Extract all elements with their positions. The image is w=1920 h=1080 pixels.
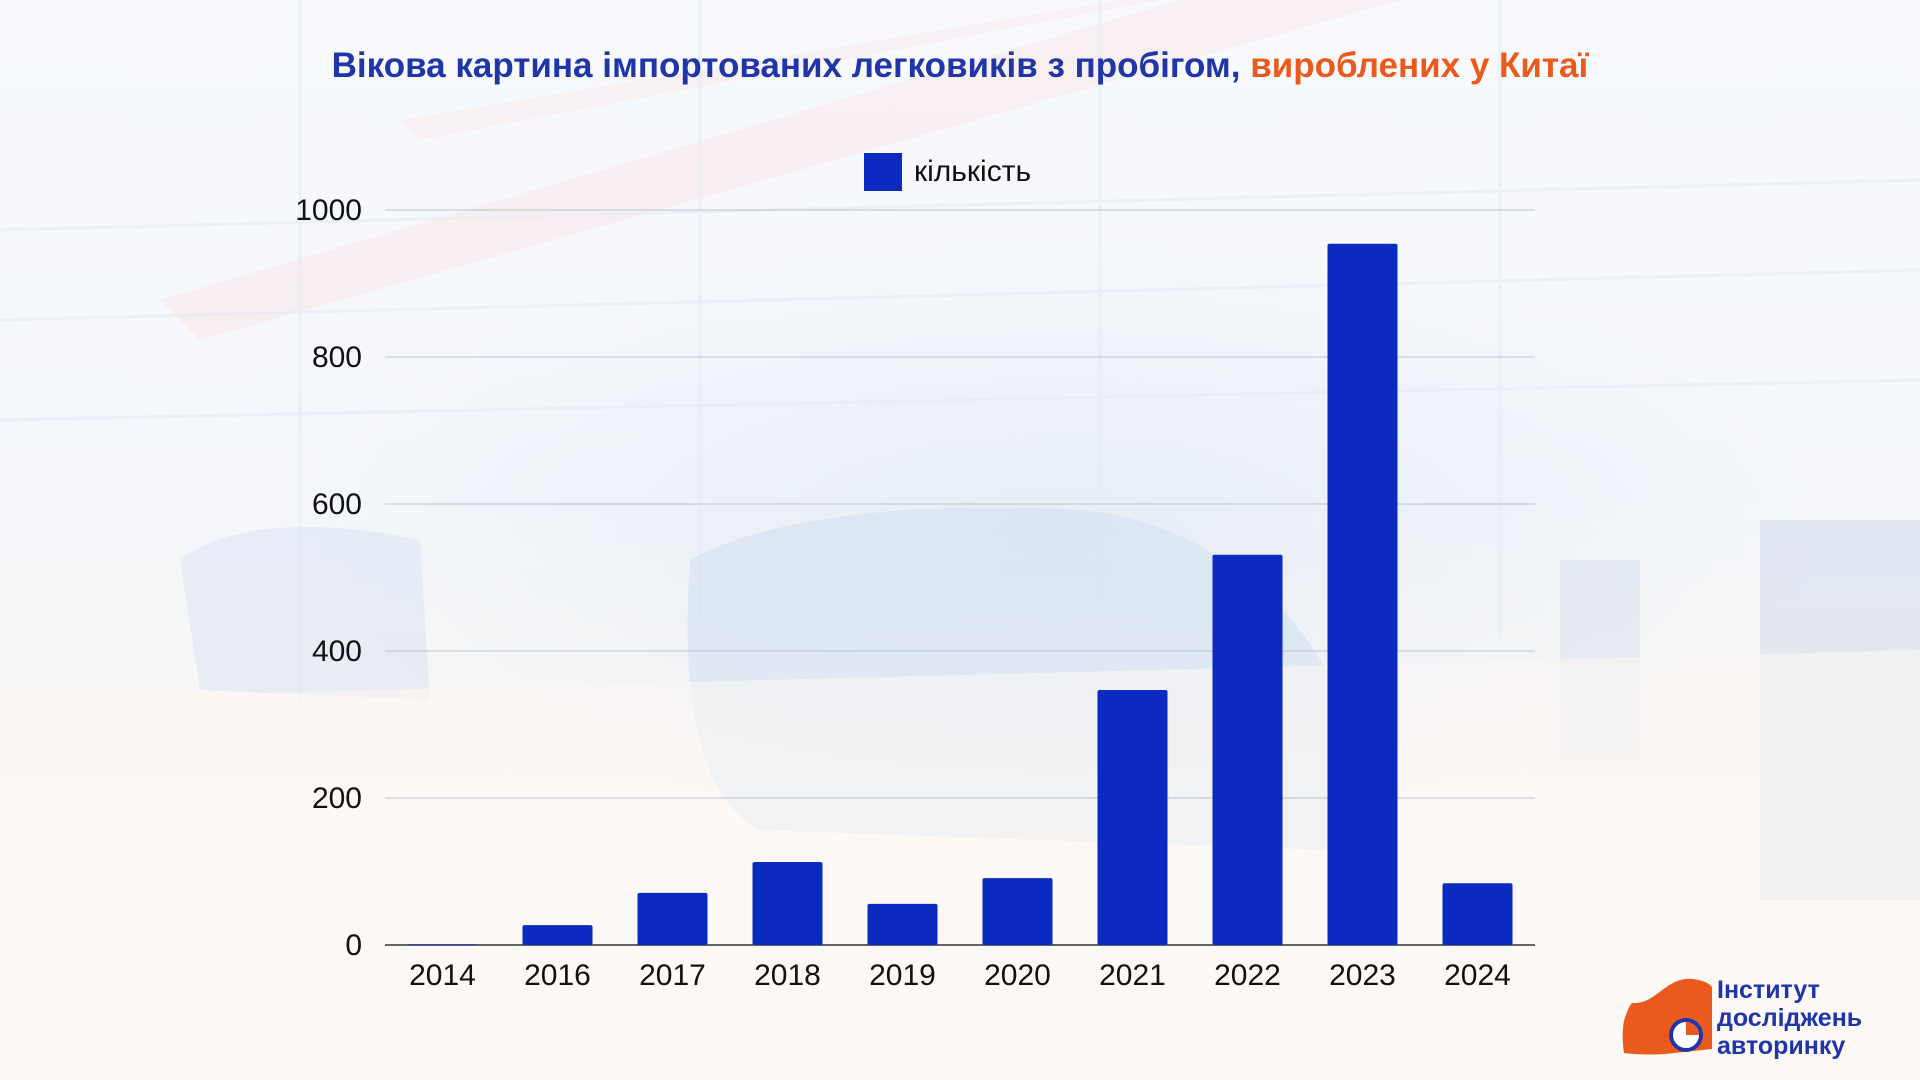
logo-text: Інститут досліджень авторинку [1717, 976, 1862, 1060]
logo-line-1: Інститут [1717, 976, 1820, 1004]
title-accent: вироблених у Китаї [1250, 46, 1589, 85]
bar-2019 [867, 903, 938, 945]
y-tick-label: 600 [312, 488, 362, 521]
logo-line-2: досліджень [1717, 1004, 1863, 1032]
title-main: Вікова картина імпортованих легковиків з… [331, 46, 1251, 85]
institute-logo [1622, 978, 1712, 1055]
bar-2018 [752, 861, 823, 945]
x-tick-label: 2020 [984, 959, 1051, 992]
x-tick-label: 2024 [1444, 959, 1511, 992]
x-tick-label: 2023 [1329, 959, 1396, 992]
x-tick-label: 2019 [869, 959, 936, 992]
chart-title: Вікова картина імпортованих легковиків з… [0, 46, 1920, 86]
x-tick-label: 2016 [524, 959, 591, 992]
logo-clock-segment [1686, 1022, 1699, 1035]
x-tick-label: 2018 [754, 959, 821, 992]
bar-2014 [407, 944, 478, 945]
y-tick-label: 0 [345, 929, 362, 962]
legend-swatch [864, 153, 902, 191]
bar-2022 [1212, 554, 1283, 945]
y-axis-labels: 0 200 400 600 800 1000 [295, 194, 362, 962]
x-axis-labels: 2014 2016 2017 2018 2019 2020 2021 2022 2023 2024 [409, 959, 1511, 992]
logo-line-3: авторинку [1717, 1032, 1846, 1060]
y-tick-label: 800 [312, 341, 362, 374]
y-tick-label: 200 [312, 782, 362, 815]
bars [407, 243, 1513, 945]
bar-2023 [1327, 243, 1398, 945]
bar-2016 [522, 925, 593, 945]
y-tick-label: 400 [312, 635, 362, 668]
chart-legend: кількість [864, 152, 1031, 192]
bar-2021 [1097, 689, 1168, 945]
x-tick-label: 2021 [1099, 959, 1166, 992]
legend-label: кількість [914, 155, 1032, 188]
x-tick-label: 2017 [639, 959, 706, 992]
x-tick-label: 2022 [1214, 959, 1281, 992]
bar-2017 [637, 892, 708, 945]
y-tick-label: 1000 [295, 194, 362, 227]
bar-2024 [1442, 883, 1513, 945]
x-tick-label: 2014 [409, 959, 476, 992]
bar-2020 [982, 878, 1053, 945]
